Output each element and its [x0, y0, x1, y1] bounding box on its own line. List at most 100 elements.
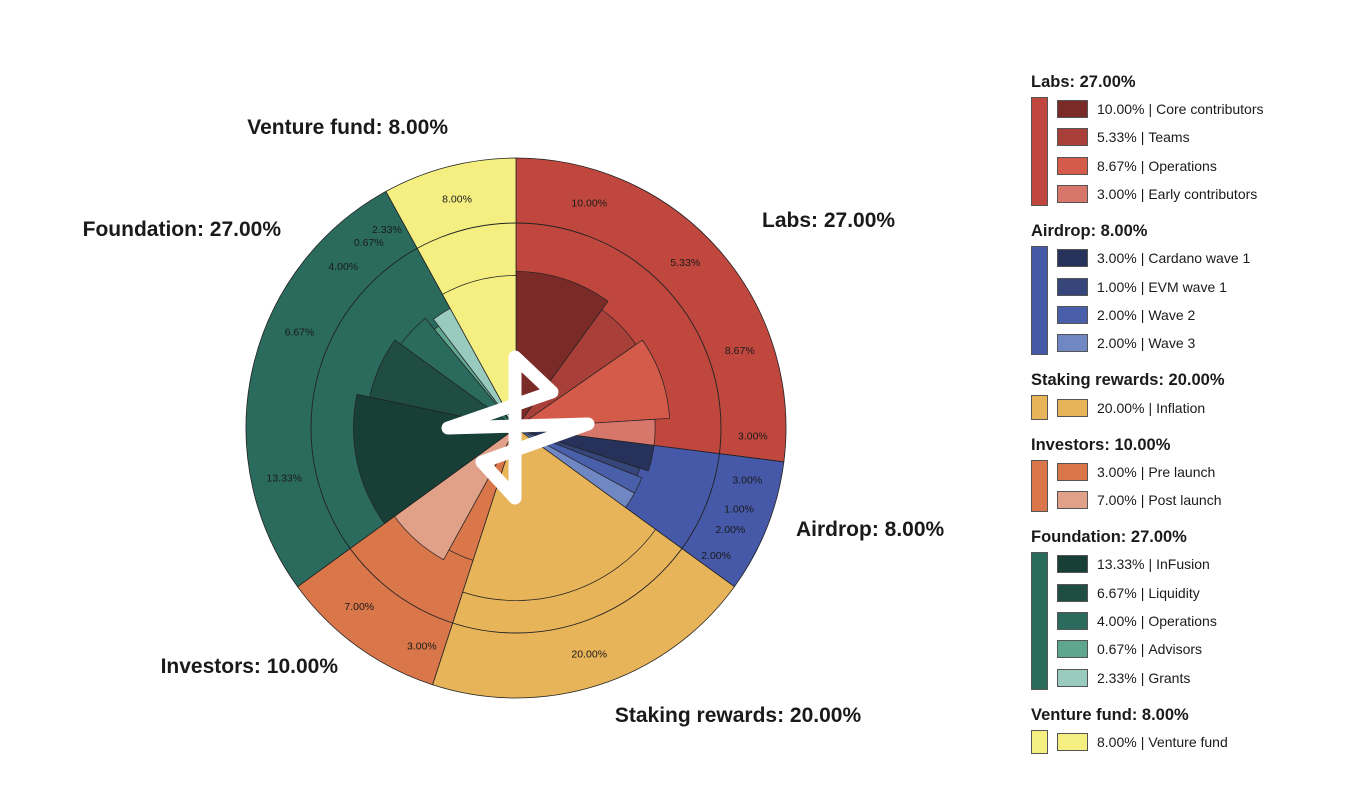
- slice-pct-label: 1.00%: [724, 503, 754, 515]
- legend-item-swatch: [1057, 668, 1088, 687]
- slice-pct-label: 8.67%: [725, 345, 755, 357]
- legend-item-pct: 5.33%: [1097, 129, 1137, 146]
- legend-group-swatch: [1031, 395, 1048, 420]
- inner-slice-labs-operations: [514, 339, 670, 429]
- legend-item-text: 2.00% | Wave 3: [1097, 335, 1195, 351]
- legend-item: 6.67% | Liquidity: [1057, 579, 1331, 607]
- legend-group-venture-fund: Venture fund: 8.00% 8.00% | Venture fund: [1031, 705, 1331, 756]
- legend-item: 3.00% | Cardano wave 1: [1057, 244, 1331, 272]
- legend-item-swatch: [1057, 334, 1088, 353]
- legend-item-text: 3.00% | Early contributors: [1097, 186, 1257, 202]
- legend-item-name: Pre launch: [1148, 463, 1216, 480]
- slice-pct-label: 2.00%: [701, 550, 731, 562]
- slice-pct-label: 2.00%: [716, 524, 746, 536]
- legend-group-items: 3.00% | Pre launch 7.00% | Post launch: [1031, 458, 1331, 515]
- inner-slice-labs-core-contributors: [515, 271, 609, 430]
- inner-slice-foundation-liquidity: [369, 339, 517, 429]
- legend-group-swatch: [1031, 459, 1048, 513]
- legend-item: 8.00% | Venture fund: [1057, 728, 1331, 756]
- legend-item-pct: 2.33%: [1097, 669, 1137, 686]
- legend-item-separator: |: [1140, 157, 1145, 174]
- legend-item-text: 5.33% | Teams: [1097, 129, 1190, 145]
- slice-pct-label: 20.00%: [571, 648, 607, 660]
- legend-item-pct: 7.00%: [1097, 492, 1137, 509]
- legend-item-text: 1.00% | EVM wave 1: [1097, 279, 1227, 295]
- legend-item: 8.67% | Operations: [1057, 152, 1331, 180]
- legend-item-pct: 0.67%: [1097, 641, 1137, 658]
- legend-item-separator: |: [1140, 306, 1145, 323]
- legend-item-separator: |: [1140, 492, 1145, 509]
- group-label-foundation: Foundation: 27.00%: [83, 218, 282, 241]
- inner-ring-circle: [310, 222, 722, 634]
- legend-item-separator: |: [1140, 463, 1145, 480]
- legend-item-swatch: [1057, 732, 1088, 751]
- legend-item-name: Advisors: [1148, 641, 1203, 658]
- legend-item-swatch: [1057, 491, 1088, 510]
- legend-item-swatch: [1057, 555, 1088, 574]
- legend-item-pct: 20.00%: [1097, 399, 1145, 416]
- legend-item-name: EVM wave 1: [1148, 278, 1227, 295]
- legend-item-separator: |: [1148, 399, 1153, 416]
- group-label-labs: Labs: 27.00%: [762, 209, 895, 232]
- legend-item-pct: 3.00%: [1097, 186, 1137, 203]
- legend-item-swatch: [1057, 640, 1088, 659]
- inner-slice-venture-fund-venture-fund: [442, 275, 517, 429]
- legend-item-text: 20.00% | Inflation: [1097, 400, 1205, 416]
- legend-item-pct: 8.00%: [1097, 733, 1137, 750]
- legend-item: 1.00% | EVM wave 1: [1057, 272, 1331, 300]
- legend-item-separator: |: [1140, 733, 1145, 750]
- legend: Labs: 27.00% 10.00% | Core contributors 5.33…: [1031, 72, 1331, 769]
- legend-item: 5.33% | Teams: [1057, 123, 1331, 151]
- legend-item-swatch: [1057, 128, 1088, 147]
- slice-pct-label: 10.00%: [571, 198, 607, 210]
- slice-pct-label: 3.00%: [407, 641, 437, 653]
- group-label-venture-fund: Venture fund: 8.00%: [247, 116, 448, 139]
- legend-item-name: Liquidity: [1148, 584, 1200, 601]
- legend-item-name: Wave 2: [1148, 306, 1196, 323]
- legend-item: 4.00% | Operations: [1057, 607, 1331, 635]
- slice-pct-label: 5.33%: [670, 257, 700, 269]
- legend-item-separator: |: [1140, 278, 1145, 295]
- legend-item: 20.00% | Inflation: [1057, 393, 1331, 421]
- legend-item-pct: 2.00%: [1097, 306, 1137, 323]
- legend-item-name: Venture fund: [1148, 733, 1228, 750]
- legend-item-text: 10.00% | Core contributors: [1097, 101, 1264, 117]
- slice-pct-label: 2.33%: [372, 224, 402, 236]
- legend-group-items: 20.00% | Inflation: [1031, 393, 1331, 421]
- legend-item-pct: 10.00%: [1097, 101, 1145, 118]
- legend-group-items: 3.00% | Cardano wave 1 1.00% | EVM wave 1 2.00…: [1031, 244, 1331, 357]
- legend-item-name: Wave 3: [1148, 335, 1196, 352]
- legend-group-title: Staking rewards: 20.00%: [1031, 371, 1225, 390]
- legend-item-separator: |: [1140, 186, 1145, 203]
- legend-item-swatch: [1057, 249, 1088, 268]
- legend-group-foundation: Foundation: 27.00% 13.33% | InFusion 6.67% | L…: [1031, 527, 1331, 691]
- infinity-logo-icon: [441, 350, 595, 505]
- group-label-staking-rewards: Staking rewards: 20.00%: [615, 704, 862, 727]
- legend-item: 10.00% | Core contributors: [1057, 95, 1331, 123]
- slice-pct-label: 0.67%: [354, 237, 384, 249]
- legend-item-name: Operations: [1148, 613, 1217, 629]
- legend-item-pct: 6.67%: [1097, 584, 1137, 601]
- legend-group-title: Foundation: 27.00%: [1031, 528, 1187, 547]
- legend-item: 3.00% | Pre launch: [1057, 458, 1331, 486]
- slice-pct-label: 3.00%: [738, 430, 768, 442]
- slice-pct-label: 7.00%: [344, 601, 374, 613]
- legend-item-swatch: [1057, 305, 1088, 324]
- legend-item-separator: |: [1148, 101, 1153, 118]
- legend-group-swatch: [1031, 246, 1048, 356]
- legend-item-swatch: [1057, 583, 1088, 602]
- legend-item-pct: 1.00%: [1097, 278, 1137, 295]
- legend-item-text: 2.33% | Grants: [1097, 670, 1190, 686]
- legend-item-text: 3.00% | Pre launch: [1097, 464, 1215, 480]
- legend-group-title: Labs: 27.00%: [1031, 73, 1136, 91]
- legend-item: 3.00% | Early contributors: [1057, 180, 1331, 208]
- inner-ring-outline: [310, 222, 722, 634]
- legend-group-staking-rewards: Staking rewards: 20.00% 20.00% | Inflation: [1031, 370, 1331, 421]
- legend-item-name: Early contributors: [1148, 186, 1258, 203]
- legend-item-text: 7.00% | Post launch: [1097, 492, 1222, 508]
- legend-group-title: Investors: 10.00%: [1031, 435, 1171, 454]
- legend-group-swatch: [1031, 97, 1048, 207]
- slice-pct-label: 6.67%: [285, 327, 315, 339]
- legend-item-separator: |: [1140, 250, 1145, 267]
- legend-item-pct: 3.00%: [1097, 250, 1137, 267]
